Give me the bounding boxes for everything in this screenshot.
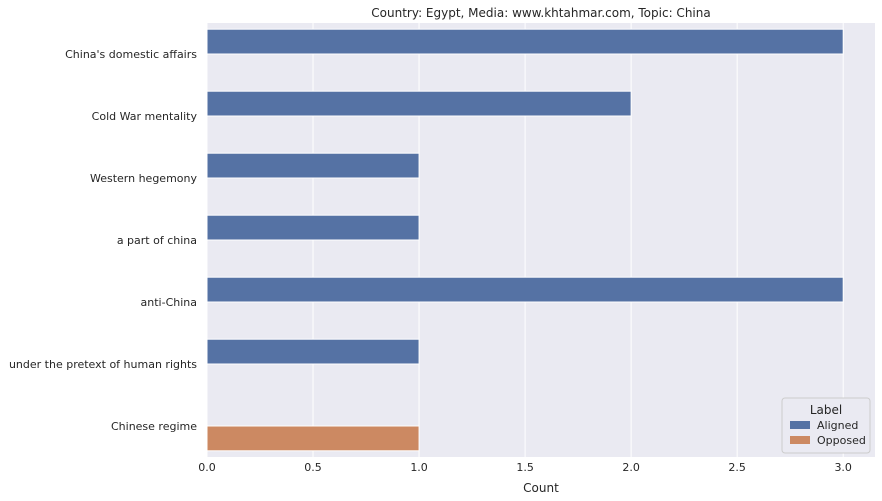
legend-title: Label xyxy=(810,403,842,417)
y-tick-label: Chinese regime xyxy=(111,420,197,433)
y-tick-label: China's domestic affairs xyxy=(65,48,197,61)
bar-aligned xyxy=(206,338,420,365)
y-tick-label: a part of china xyxy=(117,234,197,247)
legend-swatch-aligned xyxy=(790,421,810,429)
legend: Label Aligned Opposed xyxy=(781,397,871,454)
y-tick-label: Western hegemony xyxy=(90,172,198,185)
x-tick-label: 2.5 xyxy=(728,461,746,474)
x-tick-label: 1.0 xyxy=(410,461,428,474)
y-tick-labels: China's domestic affairs Cold War mentali… xyxy=(9,48,198,433)
bar-aligned xyxy=(206,152,420,179)
x-tick-label: 1.5 xyxy=(516,461,534,474)
chart-title: Country: Egypt, Media: www.khtahmar.com,… xyxy=(371,6,710,20)
x-tick-label: 3.0 xyxy=(834,461,852,474)
legend-label-opposed: Opposed xyxy=(817,434,866,447)
x-tick-label: 0.0 xyxy=(198,461,216,474)
bar-aligned xyxy=(206,276,844,303)
x-tick-label: 0.5 xyxy=(304,461,322,474)
x-tick-labels: 0.0 0.5 1.0 1.5 2.0 2.5 3.0 xyxy=(198,461,852,474)
legend-label-aligned: Aligned xyxy=(817,419,858,432)
x-tick-label: 2.0 xyxy=(622,461,640,474)
bar-aligned xyxy=(206,28,844,55)
x-axis-label: Count xyxy=(523,481,559,495)
y-tick-label: under the pretext of human rights xyxy=(9,358,197,371)
legend-items: Aligned Opposed xyxy=(790,419,866,447)
y-tick-label: anti-China xyxy=(141,296,197,309)
legend-swatch-opposed xyxy=(790,436,810,444)
bar-aligned xyxy=(206,214,420,241)
bar-opposed xyxy=(206,425,420,452)
bar-aligned xyxy=(206,90,632,117)
bars xyxy=(206,28,844,452)
y-tick-label: Cold War mentality xyxy=(92,110,198,123)
